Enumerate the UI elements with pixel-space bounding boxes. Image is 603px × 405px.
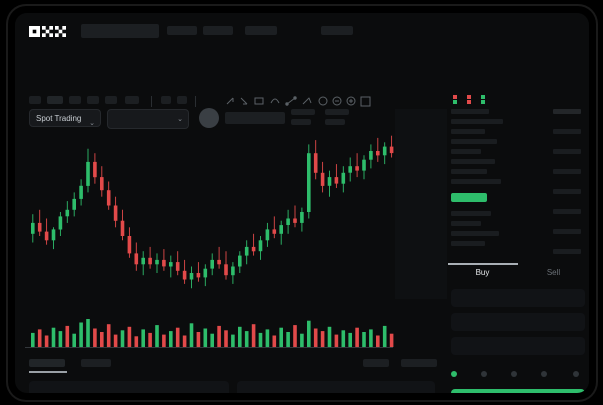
orderbook-bid-row[interactable] bbox=[451, 231, 499, 236]
trading-mode-selector[interactable]: Spot Trading ⌄ bbox=[29, 109, 101, 127]
timeframe-4h[interactable] bbox=[87, 96, 99, 104]
orderbook-bid-row[interactable] bbox=[451, 241, 485, 246]
toolbar-divider bbox=[151, 96, 152, 107]
bottom-tabs bbox=[29, 359, 449, 371]
tab-sell[interactable]: Sell bbox=[546, 268, 561, 277]
orderbook-ask-row[interactable] bbox=[451, 139, 497, 144]
orderbook-value bbox=[553, 109, 581, 114]
pair-selector[interactable]: ⌄ bbox=[107, 109, 189, 129]
okx-logo-icon[interactable] bbox=[29, 25, 73, 38]
slider-dot-75[interactable] bbox=[541, 371, 547, 377]
order-type-field[interactable] bbox=[451, 289, 585, 307]
volume-baseline bbox=[25, 347, 393, 348]
search-input[interactable] bbox=[81, 24, 159, 38]
orderbook-bid-row[interactable] bbox=[451, 221, 481, 226]
toolbar-divider-2 bbox=[195, 96, 196, 107]
nav-item-3[interactable] bbox=[245, 26, 277, 35]
orderbook-value bbox=[553, 229, 581, 234]
orderbook-ask-row[interactable] bbox=[451, 159, 495, 164]
app-screen: Spot Trading ⌄ ⌄ bbox=[15, 13, 589, 393]
orderbook-last-price bbox=[451, 193, 487, 202]
nav-item-1[interactable] bbox=[167, 26, 197, 35]
nav-item-2[interactable] bbox=[203, 26, 233, 35]
orderbook-bid-row[interactable] bbox=[451, 211, 491, 216]
orderbook-value bbox=[553, 129, 581, 134]
trading-mode-label: Spot Trading bbox=[36, 114, 82, 123]
slider-dot-50[interactable] bbox=[511, 371, 517, 377]
slider-dot-0[interactable] bbox=[451, 371, 457, 377]
orderbook-value bbox=[553, 169, 581, 174]
timeframe-1m[interactable] bbox=[29, 96, 41, 104]
submit-buy-button[interactable] bbox=[451, 389, 585, 393]
stat-2-value bbox=[325, 119, 345, 125]
stat-1-value bbox=[291, 119, 311, 125]
nav-item-4[interactable] bbox=[321, 26, 353, 35]
price-field[interactable] bbox=[451, 313, 585, 331]
price-chart[interactable] bbox=[25, 113, 445, 309]
bottom-tab-right-1[interactable] bbox=[363, 359, 389, 367]
chart-overlay-panel bbox=[395, 109, 447, 299]
orderbook-value bbox=[553, 209, 581, 214]
timeframe-1h[interactable] bbox=[69, 96, 81, 104]
coin-avatar bbox=[199, 108, 219, 128]
volume-chart bbox=[25, 313, 445, 353]
bottom-tab-2[interactable] bbox=[81, 359, 111, 367]
timeframe-more[interactable] bbox=[125, 96, 139, 104]
bottom-tab-underline bbox=[29, 371, 67, 373]
top-navigation-bar bbox=[15, 13, 589, 45]
device-frame: Spot Trading ⌄ ⌄ bbox=[8, 6, 596, 400]
price-placeholder bbox=[225, 112, 285, 124]
slider-dot-25[interactable] bbox=[481, 371, 487, 377]
amount-slider[interactable] bbox=[447, 371, 589, 381]
stat-2-label bbox=[325, 109, 349, 115]
tab-buy[interactable]: Buy bbox=[475, 268, 490, 277]
bottom-tab-1[interactable] bbox=[29, 359, 65, 367]
orderbook-value bbox=[553, 249, 581, 254]
bottom-panel-right[interactable] bbox=[237, 381, 435, 393]
timeframe-1d[interactable] bbox=[105, 96, 117, 104]
stat-1-label bbox=[291, 109, 315, 115]
orderbook-ask-row[interactable] bbox=[451, 129, 485, 134]
orderbook-ask-row[interactable] bbox=[451, 169, 487, 174]
chevron-down-icon: ⌄ bbox=[89, 120, 95, 127]
chart-toolbar bbox=[25, 93, 445, 109]
bottom-tab-right-2[interactable] bbox=[401, 359, 437, 367]
buy-sell-tabs: Buy Sell bbox=[447, 265, 589, 285]
orderbook-value bbox=[553, 149, 581, 154]
slider-dot-100[interactable] bbox=[573, 371, 579, 377]
orderbook-ask-row[interactable] bbox=[451, 109, 489, 114]
buy-tab-underline bbox=[448, 263, 518, 265]
chart-type-icon[interactable] bbox=[161, 96, 171, 104]
timeframe-15m[interactable] bbox=[47, 96, 63, 104]
orderbook-ask-row[interactable] bbox=[451, 149, 481, 154]
bottom-panel-left[interactable] bbox=[29, 381, 229, 393]
orderbook-ask-row[interactable] bbox=[451, 179, 501, 184]
market-bar: Spot Trading ⌄ ⌄ bbox=[15, 57, 589, 129]
orderbook-view-icons[interactable] bbox=[451, 93, 511, 107]
toolbar-draw-tools[interactable] bbox=[225, 95, 375, 107]
orderbook-ask-row[interactable] bbox=[451, 119, 503, 124]
amount-field[interactable] bbox=[451, 337, 585, 355]
orderbook-value bbox=[553, 189, 581, 194]
chevron-down-icon: ⌄ bbox=[177, 116, 183, 123]
indicators-icon[interactable] bbox=[177, 96, 187, 104]
